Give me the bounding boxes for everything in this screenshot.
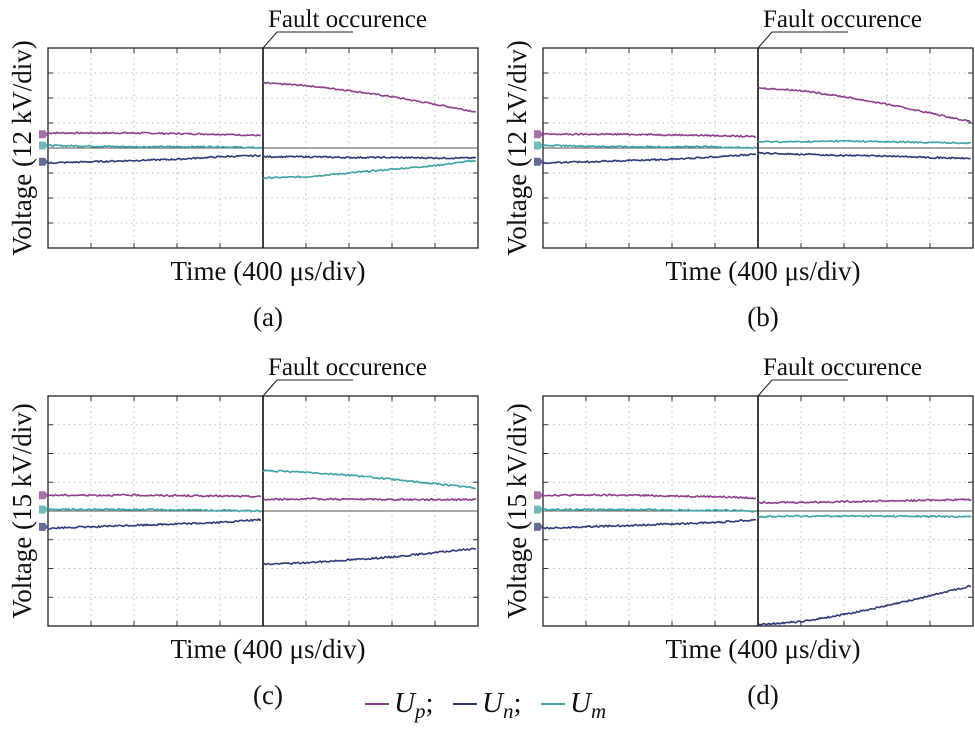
x-axis-label: Time (400 μs/div): [666, 634, 861, 664]
channel-marker: [39, 522, 48, 531]
legend-entry-m: Um: [541, 687, 606, 723]
series-line-up: [47, 81, 476, 137]
channel-marker: [39, 130, 48, 139]
panel-label: (b): [747, 302, 778, 332]
series-line-um: [542, 139, 972, 150]
annotation-leader: [757, 379, 848, 397]
annotation-label: Fault occurence: [268, 354, 427, 381]
channel-marker: [39, 491, 48, 500]
panel-label: (d): [747, 680, 778, 710]
channel-marker: [534, 141, 543, 150]
series-line-un: [542, 518, 972, 626]
channel-marker: [39, 505, 48, 514]
panel-label: (c): [253, 680, 283, 710]
y-axis-label: Voltage (12 kV/div): [502, 40, 532, 255]
y-axis-label: Voltage (15 kV/div): [7, 403, 37, 618]
x-axis-label: Time (400 μs/div): [171, 634, 366, 664]
channel-marker: [534, 491, 543, 500]
annotation-leader: [262, 31, 353, 49]
series-line-up: [542, 86, 971, 139]
x-axis-label: Time (400 μs/div): [666, 256, 861, 286]
legend-entry-n: Un;: [453, 687, 522, 723]
panel-label: (a): [253, 302, 283, 332]
scope-panel-2: Fault occurence Voltage (12 kV/div) Time (…: [502, 6, 974, 332]
series-line-un: [47, 518, 477, 566]
annotation-label: Fault occurence: [763, 354, 922, 381]
annotation-leader: [262, 379, 353, 397]
channel-marker: [534, 505, 543, 514]
legend-label: Up;: [394, 687, 434, 723]
legend-label: Um: [570, 687, 606, 723]
channel-marker: [534, 130, 543, 139]
y-axis-label: Voltage (15 kV/div): [502, 403, 532, 618]
series-line-up: [542, 493, 972, 504]
y-axis-label: Voltage (12 kV/div): [7, 40, 37, 255]
scope-panel-4: Fault occurence Voltage (15 kV/div) Time (…: [502, 354, 974, 710]
channel-marker: [39, 141, 48, 150]
series-line-un: [47, 154, 477, 165]
legend-entry-p: Up;: [365, 687, 434, 723]
series-line-um: [542, 507, 972, 519]
series-line-um: [47, 469, 477, 513]
series-line-um: [47, 144, 477, 180]
channel-marker: [39, 157, 48, 166]
scope-panel-3: Fault occurence Voltage (15 kV/div) Time (…: [7, 354, 479, 710]
x-axis-label: Time (400 μs/div): [171, 256, 366, 286]
channel-marker: [534, 522, 543, 531]
annotation-label: Fault occurence: [268, 6, 427, 33]
channel-marker: [534, 157, 543, 166]
series-line-un: [542, 151, 971, 165]
panels: Fault occurence Voltage (12 kV/div) Time (…: [7, 6, 974, 710]
legend-label: Un;: [482, 687, 522, 723]
annotation-label: Fault occurence: [763, 6, 922, 33]
legend: Up; Un; Um: [365, 687, 606, 723]
series-line-up: [47, 493, 477, 502]
annotation-leader: [757, 31, 848, 49]
scope-panel-1: Fault occurence Voltage (12 kV/div) Time (…: [7, 6, 479, 332]
